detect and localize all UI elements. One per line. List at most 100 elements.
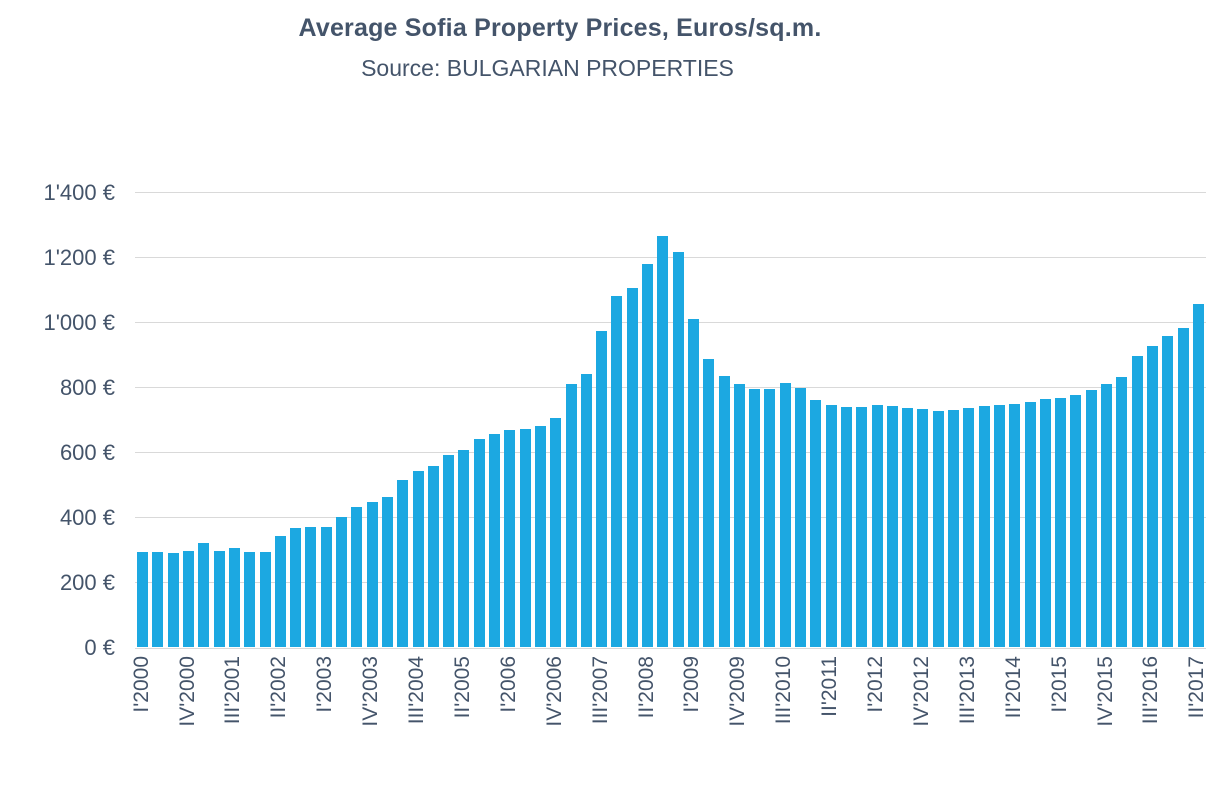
gridline bbox=[135, 387, 1206, 388]
bar-III'2015 bbox=[1085, 389, 1097, 647]
x-tick-label: IV'2015 bbox=[1093, 656, 1117, 727]
x-tick-label: III'2001 bbox=[221, 656, 245, 725]
bar-II'2010 bbox=[764, 389, 776, 647]
y-tick-label: 1'200 € bbox=[43, 245, 116, 270]
bar-II'2007 bbox=[580, 374, 592, 647]
bar-III'2012 bbox=[902, 408, 914, 647]
bar-I'2001 bbox=[198, 543, 210, 647]
y-tick-label: 1'000 € bbox=[43, 310, 116, 335]
bar-II'2003 bbox=[336, 516, 348, 647]
chart-title: Average Sofia Property Prices, Euros/sq.… bbox=[298, 14, 822, 42]
chart-subtitle: Source: BULGARIAN PROPERTIES bbox=[361, 55, 734, 81]
x-tick-label: II'2011 bbox=[818, 656, 842, 717]
bar-I'2004 bbox=[381, 497, 393, 647]
x-tick-label: II'2005 bbox=[450, 656, 474, 719]
bar-I'2000 bbox=[137, 552, 149, 647]
gridline bbox=[135, 192, 1206, 193]
bar-I'2014 bbox=[993, 405, 1005, 647]
bar-III'2011 bbox=[840, 406, 852, 647]
x-tick-label: I'2012 bbox=[864, 656, 888, 713]
bar-I'2009 bbox=[687, 319, 699, 647]
gridline bbox=[135, 582, 1206, 583]
bar-II'2015 bbox=[1070, 394, 1082, 647]
gridline bbox=[135, 322, 1206, 323]
gridline bbox=[135, 517, 1206, 518]
bar-II'2006 bbox=[519, 429, 531, 647]
bar-IV'2006 bbox=[550, 417, 562, 647]
x-tick-label: III'2004 bbox=[405, 656, 429, 725]
bar-II'2001 bbox=[213, 551, 225, 647]
bar-IV'2012 bbox=[917, 409, 929, 647]
x-tick-label: II'2002 bbox=[267, 656, 291, 719]
bar-II'2000 bbox=[152, 552, 164, 647]
gridline bbox=[135, 257, 1206, 258]
bar-III'2000 bbox=[167, 553, 179, 647]
bar-II'2013 bbox=[948, 409, 960, 647]
bar-II'2014 bbox=[1009, 403, 1021, 647]
bar-II'2002 bbox=[274, 535, 286, 647]
bar-III'2006 bbox=[534, 426, 546, 647]
bar-IV'2010 bbox=[795, 388, 807, 647]
y-tick-label: 0 € bbox=[84, 635, 115, 660]
x-tick-label: II'2014 bbox=[1001, 656, 1025, 719]
x-tick-label: II'2017 bbox=[1185, 656, 1209, 719]
x-tick-label: I'2006 bbox=[496, 656, 520, 713]
x-tick-label: III'2010 bbox=[772, 656, 796, 725]
bar-I'2005 bbox=[443, 454, 455, 647]
bar-I'2011 bbox=[810, 400, 822, 647]
y-tick-label: 800 € bbox=[59, 375, 115, 400]
bar-III'2008 bbox=[657, 236, 669, 647]
x-tick-label: I'2009 bbox=[680, 656, 704, 713]
x-tick-label: III'2016 bbox=[1139, 656, 1163, 725]
y-tick-label: 1'400 € bbox=[43, 180, 116, 205]
x-tick-label: IV'2003 bbox=[359, 656, 383, 727]
x-tick-label: II'2008 bbox=[634, 656, 658, 719]
bar-III'2013 bbox=[963, 408, 975, 647]
bar-IV'2005 bbox=[489, 434, 501, 647]
plot-area bbox=[135, 192, 1206, 649]
y-tick-label: 400 € bbox=[59, 505, 115, 530]
bar-IV'2003 bbox=[366, 502, 378, 647]
bar-II'2009 bbox=[703, 358, 715, 647]
bar-I'2008 bbox=[626, 288, 638, 647]
bar-IV'2015 bbox=[1101, 384, 1113, 647]
x-tick-label: III'2013 bbox=[955, 656, 979, 725]
x-tick-label: III'2007 bbox=[588, 656, 612, 725]
bar-III'2016 bbox=[1146, 346, 1158, 647]
gridline bbox=[135, 452, 1206, 453]
bar-I'2015 bbox=[1055, 398, 1067, 647]
bar-III'2001 bbox=[228, 547, 240, 647]
bar-III'2005 bbox=[473, 438, 485, 647]
bar-III'2004 bbox=[412, 471, 424, 647]
bar-IV'2013 bbox=[978, 405, 990, 647]
bar-III'2007 bbox=[596, 331, 608, 647]
bar-IV'2008 bbox=[672, 252, 684, 647]
bar-I'2017 bbox=[1177, 328, 1189, 647]
x-tick-label: I'2000 bbox=[129, 656, 153, 713]
bar-IV'2000 bbox=[183, 550, 195, 647]
bar-III'2010 bbox=[779, 383, 791, 647]
bar-IV'2011 bbox=[856, 406, 868, 647]
bar-I'2007 bbox=[565, 384, 577, 647]
bar-III'2003 bbox=[351, 506, 363, 647]
y-tick-label: 200 € bbox=[59, 570, 115, 595]
bar-II'2017 bbox=[1192, 304, 1204, 647]
bar-II'2016 bbox=[1131, 356, 1143, 647]
bar-II'2012 bbox=[886, 405, 898, 647]
x-tick-label: IV'2000 bbox=[175, 656, 199, 727]
x-axis-line bbox=[135, 648, 1206, 649]
bar-I'2016 bbox=[1116, 377, 1128, 647]
bar-I'2012 bbox=[871, 404, 883, 647]
bar-IV'2004 bbox=[427, 465, 439, 647]
x-tick-label: I'2015 bbox=[1047, 656, 1071, 713]
bar-IV'2009 bbox=[733, 384, 745, 647]
bar-II'2008 bbox=[642, 263, 654, 647]
bar-I'2002 bbox=[259, 551, 271, 647]
x-tick-label: I'2003 bbox=[313, 656, 337, 713]
bar-IV'2016 bbox=[1162, 336, 1174, 647]
x-tick-label: IV'2006 bbox=[542, 656, 566, 727]
bar-III'2009 bbox=[718, 375, 730, 647]
bar-IV'2001 bbox=[244, 552, 256, 647]
x-tick-label: IV'2009 bbox=[726, 656, 750, 727]
